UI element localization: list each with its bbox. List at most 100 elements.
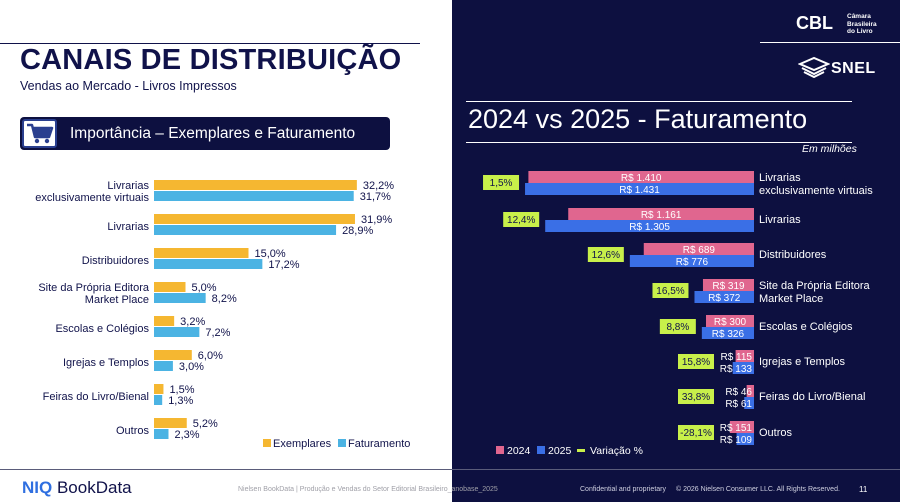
bar-faturamento: [154, 259, 263, 269]
category-label: exclusivamente virtuais: [759, 185, 873, 197]
category-label: Distribuidores: [82, 255, 150, 267]
snel-logo-icon: [798, 56, 830, 78]
data-label: 5,2%: [193, 418, 218, 430]
category-label: Distribuidores: [759, 249, 827, 261]
data-label: 15,0%: [255, 248, 286, 260]
bar-2024: [735, 350, 754, 362]
bar-2025: [629, 255, 754, 267]
category-label: Igrejas e Templos: [63, 357, 150, 369]
niq-logo: NIQ: [22, 478, 53, 497]
bar-2025: [732, 362, 754, 374]
bar-faturamento: [154, 395, 163, 405]
legend-label: Variação %: [590, 445, 643, 457]
data-label: 2,3%: [174, 429, 199, 441]
variation-badge: [503, 212, 540, 227]
bar-2025: [736, 433, 754, 445]
category-label: Market Place: [85, 294, 149, 306]
category-label: Livrarias: [107, 180, 149, 192]
data-label: 17,2%: [268, 259, 299, 271]
data-label: R$ 300: [714, 317, 747, 328]
footer-confidential: Confidential and proprietary: [580, 486, 666, 493]
footer-copyright: © 2026 Nielsen Consumer LLC. All Rights …: [676, 486, 840, 493]
page-title: CANAIS DE DISTRIBUIÇÃO: [20, 44, 402, 76]
bar-faturamento: [154, 429, 169, 439]
data-label: R$ 61: [725, 399, 752, 410]
data-label: 32,2%: [363, 180, 394, 192]
bar-faturamento: [154, 191, 354, 201]
variation-label: 1,5%: [490, 178, 513, 189]
bar-exemplares: [154, 418, 187, 428]
data-label: R$ 133: [720, 364, 753, 375]
variation-label: 15,8%: [682, 357, 710, 368]
bookdata-logo: BookData: [56, 478, 132, 497]
data-label: R$ 151: [720, 423, 753, 434]
variation-label: 16,5%: [656, 286, 684, 297]
data-label: 31,9%: [361, 214, 392, 226]
data-label: R$ 326: [712, 329, 745, 340]
section-header: [20, 117, 390, 150]
variation-badge: [678, 354, 714, 369]
category-label: Outros: [759, 427, 793, 439]
data-label: 3,2%: [180, 316, 205, 328]
cbl-logo-icon: CBL: [796, 13, 833, 32]
svg-text:CBL: CBL: [796, 13, 833, 32]
bar-exemplares: [154, 214, 355, 224]
data-label: R$ 689: [683, 245, 716, 256]
data-label: R$ 109: [720, 435, 753, 446]
data-label: R$ 46: [725, 387, 752, 398]
bar-2025: [545, 220, 754, 232]
bar-2025: [744, 397, 754, 409]
bar-exemplares: [154, 384, 164, 394]
category-label: Site da Própria Editora: [38, 282, 150, 294]
category-label: Escolas e Colégios: [759, 321, 853, 333]
title-rule: [0, 43, 420, 44]
data-label: 1,5%: [169, 384, 194, 396]
data-label: R$ 319: [712, 281, 745, 292]
variation-label: 8,8%: [666, 322, 689, 333]
variation-badge: [587, 247, 624, 262]
shopping-cart-icon: [27, 123, 54, 144]
section-title: Importância – Exemplares e Faturamento: [70, 125, 356, 142]
bar-exemplares: [154, 316, 175, 326]
data-label: 3,0%: [179, 361, 204, 373]
data-label: 1,3%: [168, 395, 193, 407]
bar-faturamento: [154, 327, 200, 337]
page-number: 11: [859, 485, 868, 494]
category-label: Igrejas e Templos: [759, 356, 846, 368]
data-label: 8,2%: [212, 293, 237, 305]
category-label: Feiras do Livro/Bienal: [759, 391, 865, 403]
data-label: 31,7%: [360, 191, 391, 203]
variation-badge: [659, 319, 696, 334]
variation-badge: [678, 425, 714, 440]
legend-label: Faturamento: [348, 438, 410, 450]
bar-2025: [701, 327, 754, 339]
footer-source: Nielsen BookData | Produção e Vendas do …: [238, 486, 498, 493]
data-label: 6,0%: [198, 350, 223, 362]
data-label: R$ 1.161: [641, 210, 682, 221]
category-label: Feiras do Livro/Bienal: [43, 391, 149, 403]
bar-faturamento: [154, 361, 173, 371]
variation-badge: [483, 175, 520, 190]
legend-swatch-variacao: [577, 449, 585, 452]
bar-2025: [525, 183, 754, 195]
variation-badge: [678, 389, 714, 404]
category-label: Livrarias: [107, 221, 149, 233]
bar-2024: [729, 421, 754, 433]
bar-exemplares: [154, 350, 192, 360]
data-label: R$ 1.410: [621, 173, 662, 184]
bar-faturamento: [154, 293, 206, 303]
bar-2024: [746, 385, 754, 397]
logo-rule: [760, 42, 900, 43]
bar-2025: [694, 291, 754, 303]
cart-icon-box: [22, 119, 57, 148]
bar-exemplares: [154, 180, 357, 190]
bar-exemplares: [154, 282, 186, 292]
category-label: exclusivamente virtuais: [35, 192, 149, 204]
data-label: 7,2%: [205, 327, 230, 339]
data-label: R$ 1.431: [619, 185, 660, 196]
category-label: Outros: [116, 425, 150, 437]
data-label: 28,9%: [342, 225, 373, 237]
page-subtitle: Vendas ao Mercado - Livros Impressos: [20, 79, 237, 93]
